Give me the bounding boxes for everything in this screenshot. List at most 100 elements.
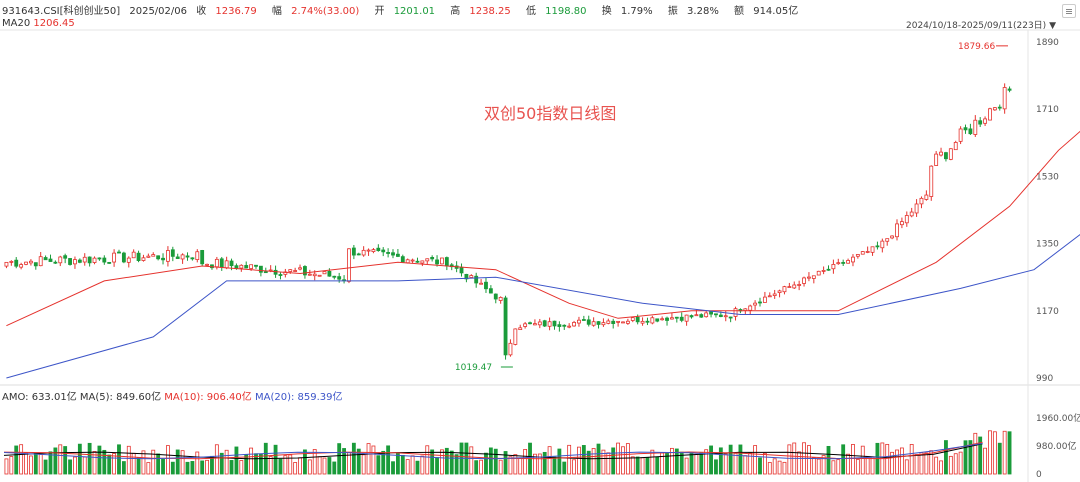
volume-bar <box>929 450 934 475</box>
candle-body <box>650 317 655 324</box>
candle-body <box>542 320 547 327</box>
candle-body <box>195 251 200 260</box>
candle-body <box>782 286 787 293</box>
candle-body <box>28 260 33 264</box>
volume-bar <box>175 449 180 475</box>
candle-body <box>273 269 278 275</box>
candle-body <box>704 312 709 318</box>
candle-body <box>547 321 552 327</box>
candle-body <box>484 281 488 290</box>
candle-body <box>909 211 914 217</box>
volume-bar <box>53 447 58 475</box>
candle-body <box>366 249 371 252</box>
volume-bar <box>704 449 709 475</box>
candle-body <box>591 321 596 326</box>
menu-icon[interactable] <box>1062 4 1076 18</box>
candle-body <box>816 270 821 276</box>
candle-body <box>146 255 151 258</box>
volume-bar <box>273 444 278 475</box>
candle-body <box>430 257 435 260</box>
candle-body <box>846 260 850 264</box>
quote-date: 2025/02/06 <box>129 6 187 17</box>
volume-bar <box>992 431 997 475</box>
volume-bar <box>885 443 890 475</box>
volume-bar <box>606 452 611 475</box>
candle-body <box>77 259 82 263</box>
volume-bar <box>904 459 909 475</box>
candle-body <box>772 293 777 296</box>
candle-body <box>890 235 895 239</box>
candle-body <box>753 302 758 306</box>
candle-body <box>327 271 332 277</box>
volume-bar <box>714 459 718 475</box>
candle-body <box>298 267 302 270</box>
volume-bar <box>141 450 146 475</box>
candle-body <box>855 254 860 257</box>
volume-bar <box>337 443 342 475</box>
candle-body <box>885 238 890 242</box>
volume-bar <box>973 432 978 475</box>
volume-bar <box>753 445 758 475</box>
candle-body <box>567 325 572 328</box>
candle-body <box>792 284 797 289</box>
candle-body <box>963 127 968 131</box>
candle-body <box>723 315 728 318</box>
candle-body <box>748 305 753 311</box>
volume-bar <box>865 456 870 475</box>
volume-bar <box>381 450 386 475</box>
candle-body <box>190 257 195 260</box>
candle-body <box>992 107 997 111</box>
volume-bar <box>43 459 48 475</box>
candle-body <box>689 315 694 318</box>
volume-bar <box>474 460 479 475</box>
volume-bar <box>400 454 405 475</box>
volume-bar <box>860 445 865 475</box>
volume-bar <box>855 459 860 475</box>
price-tick-label: 1710 <box>1036 105 1059 115</box>
candle-body <box>425 258 430 262</box>
volume-bar <box>674 448 679 475</box>
candle-body <box>464 273 469 280</box>
candle-body <box>503 297 508 356</box>
candle-body <box>601 322 606 326</box>
candle-body <box>939 151 943 156</box>
high-annotation-label: 1879.66 <box>958 42 995 52</box>
volume-bar <box>14 445 19 475</box>
volume-bar <box>811 457 816 475</box>
volume-bar <box>899 447 904 475</box>
candle-body <box>219 258 224 268</box>
candle-body <box>714 313 718 316</box>
candle-body <box>53 261 58 264</box>
candle-body <box>469 275 474 278</box>
low-field: 低 1198.80 <box>525 6 587 17</box>
volume-bar <box>777 460 782 475</box>
candle-body <box>929 165 934 197</box>
volume-bar <box>831 460 836 475</box>
candle-body <box>777 290 782 293</box>
candle-body <box>444 257 449 267</box>
candle-body <box>616 320 621 323</box>
candle-body <box>391 252 395 256</box>
open-field: 开 1201.01 <box>374 6 436 17</box>
candle-body <box>958 128 963 142</box>
volume-bar <box>77 443 82 475</box>
volume-bar <box>738 444 743 475</box>
candle-body <box>376 247 381 252</box>
candle-body <box>440 257 444 265</box>
candle-body <box>635 316 640 323</box>
candle-body <box>73 259 77 265</box>
date-range-selector[interactable]: 2024/10/18-2025/09/11(223日) ▼ <box>906 21 1056 31</box>
candle-body <box>141 257 146 261</box>
candle-body <box>381 249 386 253</box>
candle-body <box>875 245 880 248</box>
candle-body <box>518 327 523 331</box>
candle-body <box>562 324 567 327</box>
volume-bar <box>723 453 728 475</box>
volume-bar <box>909 444 914 475</box>
candle-body <box>826 268 831 271</box>
volume-bar <box>268 456 273 475</box>
candle-body <box>258 265 263 273</box>
volume-bar <box>645 457 650 475</box>
volume-bar <box>758 457 762 475</box>
volume-bar <box>126 445 131 475</box>
